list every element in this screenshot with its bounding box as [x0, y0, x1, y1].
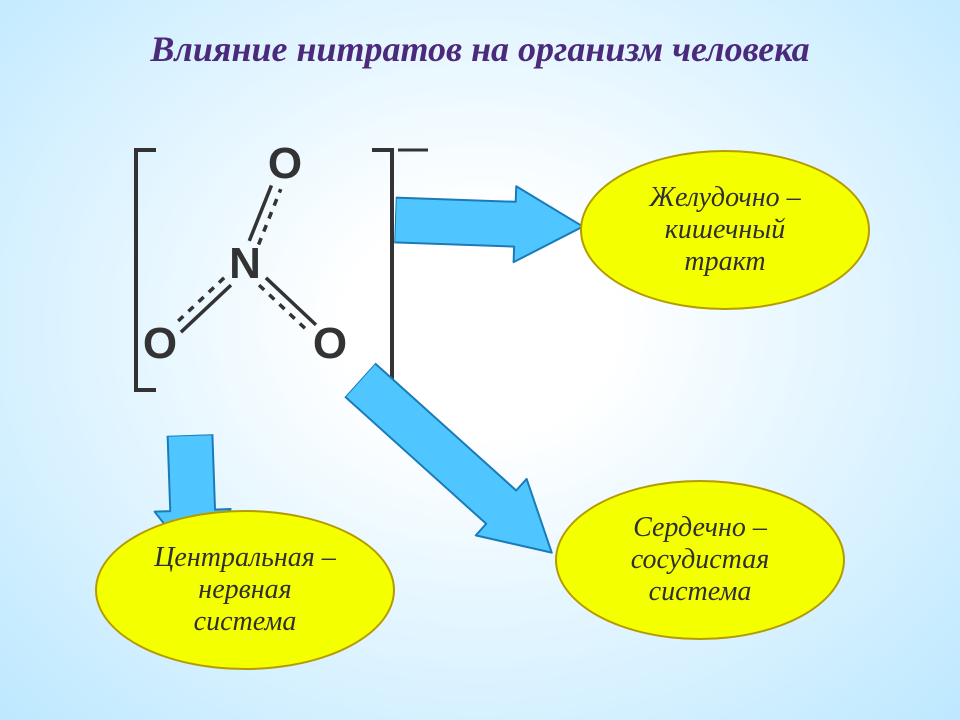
- bubble-gi: Желудочно –кишечныйтракт: [580, 150, 870, 310]
- bubble-cns: Центральная –нервнаясистема: [95, 510, 395, 670]
- bubble-line: кишечный: [665, 214, 786, 246]
- slide-root: Влияние нитратов на организм человека NO…: [0, 0, 960, 720]
- atom-label: O: [312, 319, 348, 369]
- atom-label: O: [142, 319, 178, 369]
- atom-label: O: [267, 139, 303, 189]
- bubble-cardio: Сердечно –сосудистаясистема: [555, 480, 845, 640]
- bubble-line: система: [194, 606, 297, 638]
- bubble-line: Центральная –: [154, 542, 336, 574]
- bubble-line: сосудистая: [631, 544, 769, 576]
- arrow-to-gi: [394, 180, 587, 267]
- bubble-line: Желудочно –: [649, 182, 800, 214]
- bubble-line: нервная: [198, 574, 291, 606]
- slide-title: Влияние нитратов на организм человека: [0, 28, 960, 70]
- bubble-line: тракт: [684, 246, 765, 278]
- atom-label: N: [227, 239, 263, 289]
- bubble-line: Сердечно –: [633, 512, 767, 544]
- charge-label: —: [398, 132, 428, 166]
- bubble-line: система: [649, 576, 752, 608]
